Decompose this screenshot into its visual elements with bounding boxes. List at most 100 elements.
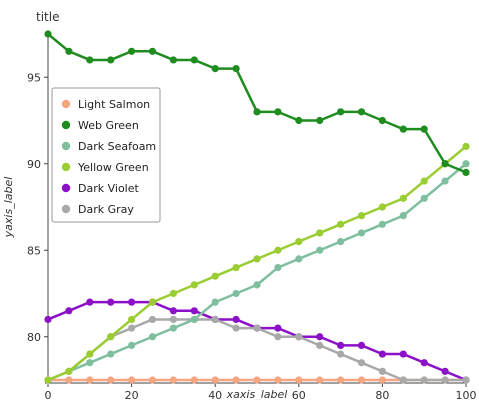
data-point xyxy=(44,376,52,384)
data-point xyxy=(148,376,157,384)
data-point xyxy=(148,315,157,324)
legend-box xyxy=(51,87,161,223)
data-point xyxy=(274,246,282,254)
data-point xyxy=(441,367,449,375)
y-tick-label: 95 xyxy=(27,71,41,84)
data-point xyxy=(337,376,345,384)
data-point xyxy=(211,315,219,324)
x-tick-label: 60 xyxy=(292,389,306,400)
data-point xyxy=(378,376,386,384)
data-point xyxy=(420,177,428,185)
data-point xyxy=(190,281,198,289)
data-point xyxy=(295,255,303,263)
data-point xyxy=(128,324,136,332)
y-tick-label: 90 xyxy=(27,158,41,171)
legend-marker xyxy=(61,183,71,193)
data-point xyxy=(295,376,303,384)
data-point xyxy=(462,168,470,176)
data-point xyxy=(420,376,428,384)
x-axis-title: xaxis_label xyxy=(226,388,288,400)
data-point xyxy=(232,376,240,384)
series-dark-seafoam xyxy=(44,160,470,384)
data-point xyxy=(274,324,282,332)
data-point xyxy=(190,376,198,384)
data-point xyxy=(107,350,115,358)
data-point xyxy=(420,359,428,367)
data-point xyxy=(274,108,282,116)
data-point xyxy=(44,30,52,38)
x-tick-label: 40 xyxy=(208,389,222,400)
data-point xyxy=(190,315,198,324)
data-point xyxy=(211,298,219,306)
data-point xyxy=(190,56,198,64)
legend-marker xyxy=(61,99,71,109)
data-point xyxy=(253,108,261,116)
data-point xyxy=(357,341,366,349)
data-point xyxy=(399,194,407,202)
data-point xyxy=(107,56,115,64)
data-point xyxy=(169,289,177,298)
data-point xyxy=(274,263,282,272)
data-point xyxy=(44,315,52,324)
data-point xyxy=(399,125,407,133)
data-point xyxy=(399,212,407,220)
data-point xyxy=(65,47,73,55)
data-point xyxy=(253,324,261,332)
data-point xyxy=(253,281,261,289)
x-tick-label: 80 xyxy=(375,389,389,400)
series-line xyxy=(47,300,467,382)
data-point xyxy=(169,376,177,384)
data-point xyxy=(316,341,324,349)
data-point xyxy=(399,376,407,384)
data-point xyxy=(316,246,324,254)
data-point xyxy=(232,65,240,73)
legend-marker xyxy=(61,141,71,151)
data-point xyxy=(462,142,470,151)
data-point xyxy=(169,56,177,64)
data-point xyxy=(441,160,449,168)
data-point xyxy=(253,376,261,384)
data-point xyxy=(190,307,198,315)
data-point xyxy=(462,376,470,384)
data-point xyxy=(337,341,345,349)
data-point xyxy=(232,289,240,298)
data-point xyxy=(337,238,345,246)
x-tick-label: 100 xyxy=(456,389,477,400)
y-tick-label: 85 xyxy=(27,244,41,257)
data-point xyxy=(86,376,94,384)
data-point xyxy=(316,116,324,125)
data-point xyxy=(128,47,136,55)
data-point xyxy=(337,108,345,116)
data-point xyxy=(357,229,366,237)
legend-label: Dark Gray xyxy=(78,203,134,216)
data-point xyxy=(378,116,386,125)
y-axis-title: yaxis_label xyxy=(2,177,15,239)
legend: Light Salmon Web Green Dark Seafoam Yellow … xyxy=(51,87,161,223)
data-point xyxy=(86,359,94,367)
data-point xyxy=(148,298,157,306)
data-point xyxy=(211,376,219,384)
data-point xyxy=(357,212,366,220)
data-point xyxy=(295,238,303,246)
data-point xyxy=(128,315,136,324)
series-web-green xyxy=(44,30,470,176)
data-point xyxy=(274,333,282,341)
data-point xyxy=(65,376,73,384)
data-point xyxy=(295,333,303,341)
legend-label: Web Green xyxy=(78,119,139,132)
legend-label: Yellow Green xyxy=(77,161,149,174)
legend-marker xyxy=(61,162,71,172)
data-point xyxy=(295,116,303,125)
data-point xyxy=(337,350,345,358)
data-point xyxy=(253,255,261,263)
x-tick-label: 20 xyxy=(125,389,139,400)
data-point xyxy=(232,315,240,324)
data-point xyxy=(420,125,428,133)
data-point xyxy=(65,307,73,315)
data-point xyxy=(316,333,324,341)
series-yellow-green xyxy=(44,142,470,384)
series-dark-gray xyxy=(44,315,470,384)
legend-label: Light Salmon xyxy=(78,98,150,111)
data-point xyxy=(232,263,240,272)
